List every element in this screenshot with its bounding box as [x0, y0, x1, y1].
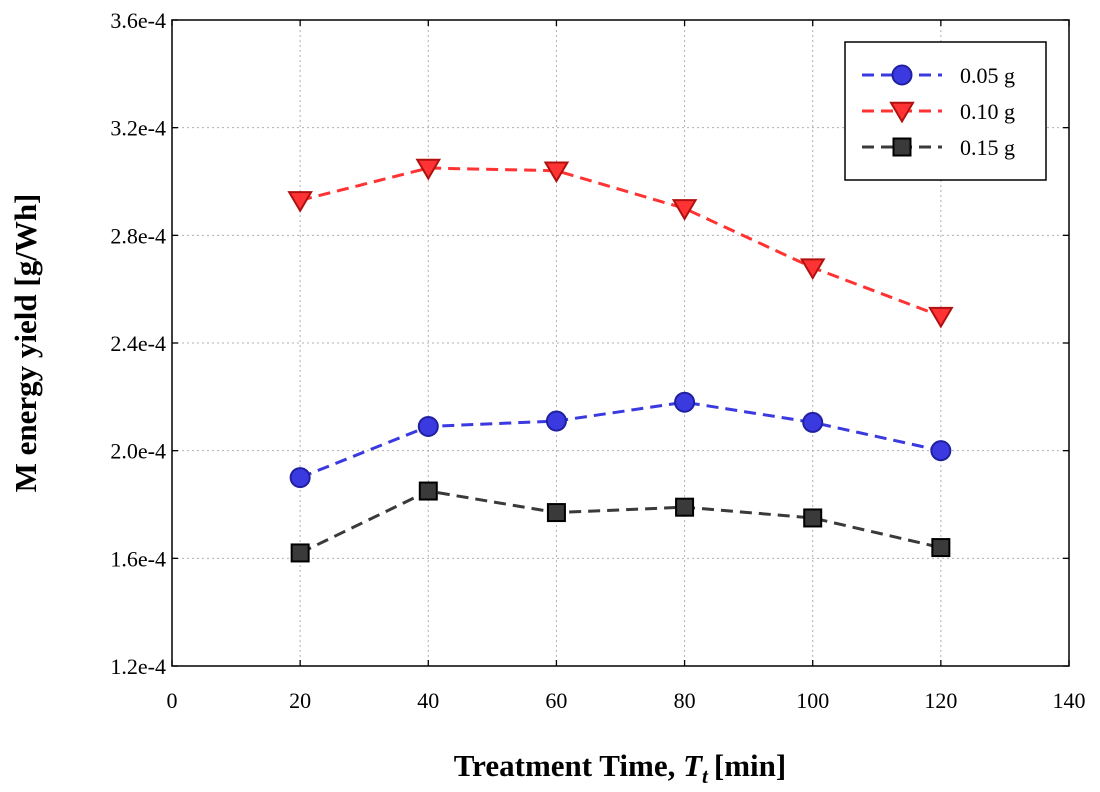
legend-marker: [889, 101, 915, 124]
data-point: [543, 161, 570, 184]
data-point: [418, 481, 438, 501]
y-tick-label: 3.6e-4: [110, 8, 166, 33]
x-tick-label: 140: [1053, 688, 1086, 713]
data-point: [931, 538, 951, 558]
data-point: [415, 158, 442, 181]
x-axis-title-var: T: [683, 748, 703, 783]
data-point: [930, 440, 952, 462]
x-tick-label: 120: [924, 688, 957, 713]
data-point: [928, 306, 954, 329]
series-1: [289, 391, 952, 489]
data-point: [671, 199, 698, 221]
legend-entry: 0.15 g: [862, 135, 1015, 160]
x-axis-title-text: Treatment Time,: [454, 748, 676, 783]
x-tick-label: 80: [674, 688, 696, 713]
data-point: [675, 497, 695, 517]
x-axis-title-sub: t: [702, 764, 709, 788]
legend-marker: [892, 137, 912, 157]
legend-box: [844, 41, 1047, 181]
y-tick-label: 2.8e-4: [110, 223, 166, 248]
legend-marker: [891, 64, 913, 86]
data-point: [545, 410, 567, 432]
series-3: [290, 481, 951, 563]
series-line: [299, 489, 942, 555]
legend: 0.05 g 0.10 g 0.15 g: [844, 41, 1047, 181]
data-point: [289, 467, 311, 489]
y-tick-label: 1.6e-4: [110, 546, 166, 571]
data-point: [674, 391, 696, 413]
legend-label: 0.10 g: [960, 99, 1015, 124]
x-tick-label: 100: [796, 688, 829, 713]
series-line: [299, 400, 942, 479]
x-axis-title-unit: [min]: [714, 748, 786, 783]
y-tick-label: 3.2e-4: [110, 116, 166, 141]
series-2: [287, 158, 954, 329]
data-point: [287, 191, 313, 213]
data-point: [417, 415, 439, 437]
legend-label: 0.05 g: [960, 63, 1015, 88]
x-tick-label: 20: [289, 688, 311, 713]
data-point: [546, 503, 566, 523]
series-layer: [287, 158, 954, 563]
data-point: [803, 508, 823, 528]
data-point: [799, 258, 826, 281]
y-axis-title: M energy yield [g/Wh]: [8, 194, 43, 493]
x-tick-label: 40: [417, 688, 439, 713]
x-axis-title: Treatment Time, Tt [min]: [454, 748, 786, 788]
axis-ticks: 1.2e-4 1.6e-4 2.0e-4 2.4e-4 2.8e-4 3.2e-4 3.6e…: [110, 8, 1085, 713]
legend-label: 0.15 g: [960, 135, 1015, 160]
y-tick-label: 1.2e-4: [110, 654, 166, 679]
legend-entry: 0.05 g: [862, 63, 1015, 88]
y-tick-label: 2.4e-4: [110, 331, 166, 356]
series-line: [299, 166, 942, 318]
x-tick-label: 60: [545, 688, 567, 713]
legend-entry: 0.10 g: [862, 99, 1015, 124]
y-tick-label: 2.0e-4: [110, 439, 166, 464]
data-point: [802, 411, 824, 433]
data-point: [290, 543, 310, 563]
x-tick-label: 0: [167, 688, 178, 713]
